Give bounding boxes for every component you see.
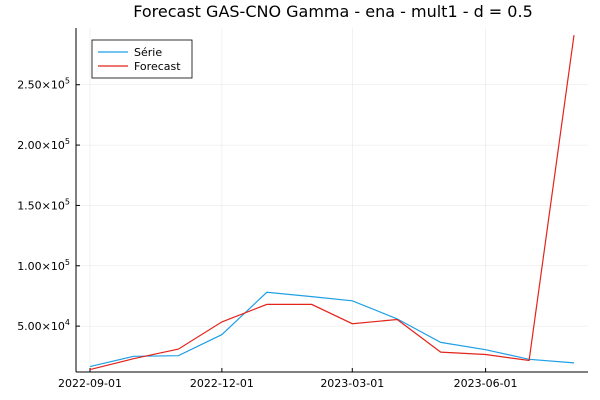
legend-label: Série: [134, 46, 162, 59]
chart-title: Forecast GAS-CNO Gamma - ena - mult1 - d…: [133, 2, 533, 21]
tick-labels: 2022-09-01 2022-12-01 2023-03-01 2023-06-01…: [17, 77, 517, 390]
x-tick-label: 2022-09-01: [58, 377, 122, 390]
y-tick-label: 1.00×105: [17, 258, 70, 273]
series-line-série: [89, 291, 575, 368]
axes: [75, 28, 588, 373]
legend-box: [91, 39, 193, 79]
grid-lines: [76, 28, 588, 372]
x-tick-label: 2023-03-01: [320, 377, 384, 390]
x-tick-label: 2022-12-01: [190, 377, 254, 390]
legend-label: Forecast: [134, 60, 181, 73]
series-lines: [89, 35, 575, 371]
series-line-forecast: [89, 35, 575, 371]
y-tick-label: 5.00×104: [17, 318, 70, 333]
x-tick-label: 2023-06-01: [454, 377, 518, 390]
y-tick-label: 2.00×105: [17, 137, 70, 152]
y-tick-label: 2.50×105: [17, 77, 70, 92]
y-tick-label: 1.50×105: [17, 197, 70, 212]
